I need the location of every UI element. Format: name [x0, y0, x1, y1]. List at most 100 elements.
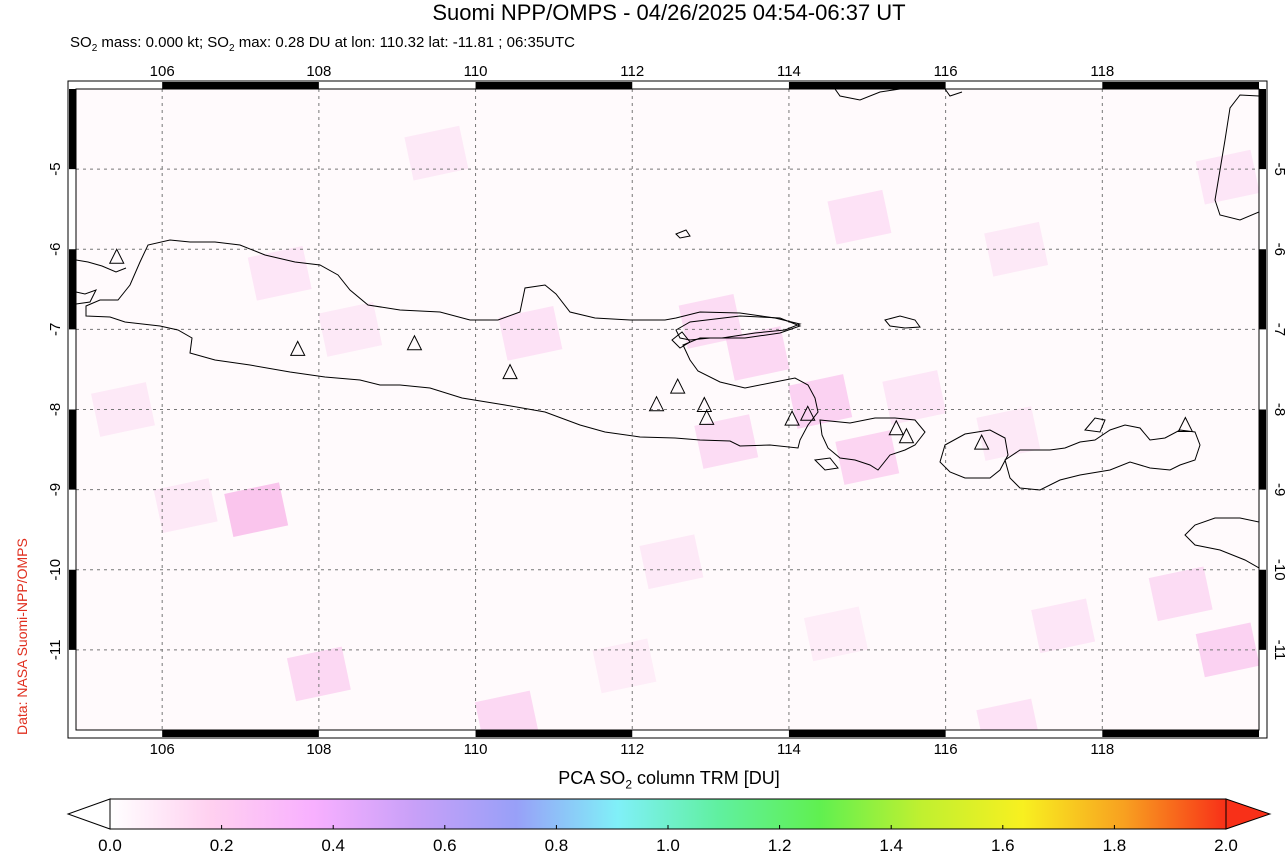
so2-pixel	[882, 370, 947, 425]
so2-pixel	[1195, 149, 1259, 205]
so2-pixel	[827, 189, 892, 245]
so2-pixel	[976, 698, 1041, 730]
lon-tick-label-top: 110	[464, 63, 488, 80]
border-segment-right	[1259, 249, 1266, 330]
colorbar-tick-label: 0.4	[321, 836, 345, 855]
so2-pixel-layer	[91, 125, 1259, 730]
volcano-markers	[108, 248, 1194, 450]
lombok-coast	[939, 429, 1009, 479]
colorbar-underflow-arrow	[66, 798, 111, 830]
sumba-coast	[1184, 517, 1259, 569]
so2-pixel	[224, 482, 289, 537]
madura-coast	[675, 315, 802, 341]
so2-pixel	[639, 534, 704, 590]
lon-tick-label-top: 112	[620, 63, 644, 80]
so2-pixel	[835, 430, 900, 485]
subtitle-part-3: mass: 0.000 kt; SO	[97, 34, 229, 51]
border-segment-left	[69, 249, 76, 330]
so2-pixel	[1195, 622, 1259, 678]
volcano-marker	[696, 396, 713, 412]
colorbar-tick-label: 1.4	[879, 836, 903, 855]
border-segment-left	[69, 569, 76, 650]
border-segment-top	[788, 82, 946, 89]
lon-tick-label-bottom: 112	[620, 741, 644, 758]
border-segment-right	[1259, 409, 1266, 490]
so2-pixel	[976, 406, 1041, 461]
volcano-marker	[698, 409, 715, 425]
borneo-south-tip	[944, 89, 963, 97]
colorbar-tick-label: 1.0	[656, 836, 680, 855]
sumatra-coast	[76, 289, 98, 305]
border-segment-left	[69, 89, 76, 170]
colorbar-tick-label: 1.6	[991, 836, 1015, 855]
colorbar-tick-label: 1.8	[1103, 836, 1127, 855]
volcano-marker	[406, 334, 423, 351]
lon-tick-label-top: 118	[1090, 63, 1114, 80]
colorbar-tick-label: 0.0	[98, 836, 122, 855]
sulawesi-coast	[1214, 94, 1259, 221]
volcano-marker	[888, 419, 905, 436]
lat-tick-label-left: -8	[47, 403, 64, 416]
lat-tick-label-right: -11	[1271, 640, 1288, 661]
border-segment-top	[1102, 82, 1259, 89]
colorbar-tick-label: 0.8	[545, 836, 569, 855]
so2-pixel	[1148, 566, 1213, 622]
bawean-island	[675, 229, 691, 239]
lat-tick-label-right: -8	[1271, 403, 1288, 416]
colorbar-title-sub: 2	[625, 777, 632, 792]
axis-labels: 106 106 108 108 110 110 112 112 114 114 116 116 118 1…	[47, 63, 1288, 758]
moyo-island	[1084, 417, 1106, 433]
volcano-marker	[502, 363, 518, 380]
subtitle-part-4: 2	[228, 43, 235, 54]
volcano-marker	[648, 395, 665, 412]
colorbar: 0.0 0.2 0.4 0.6 0.8 1.0 1.2 1.4 1.6 1.8 2.0	[66, 798, 1272, 855]
bali-coast	[819, 417, 926, 471]
colorbar-gradient	[109, 798, 1227, 830]
lat-tick-label-left: -11	[47, 640, 64, 661]
so2-pixel	[153, 478, 218, 533]
lat-tick-label-left: -10	[47, 559, 64, 581]
lon-tick-label-bottom: 114	[777, 741, 801, 758]
border-segment-left	[69, 409, 76, 490]
lon-tick-label-bottom: 118	[1090, 741, 1114, 758]
volcano-marker	[973, 434, 990, 450]
so2-pixel	[286, 646, 351, 702]
volcano-marker	[898, 427, 915, 444]
borneo-coast	[834, 89, 901, 101]
lon-tick-label-top: 116	[934, 63, 958, 80]
border-segment-right	[1259, 569, 1266, 650]
colorbar-title-suffix: column TRM [DU]	[632, 768, 780, 788]
volcano-marker	[799, 405, 816, 421]
map-outer-border	[67, 80, 1268, 739]
lon-tick-label-top: 108	[306, 63, 331, 80]
colorbar-tick-label: 1.2	[768, 836, 792, 855]
lat-tick-label-left: -9	[47, 483, 64, 496]
lat-tick-label-right: -5	[1271, 162, 1288, 175]
so2-pixel	[803, 606, 868, 662]
volcano-marker	[669, 377, 686, 394]
sumbawa-coast	[1004, 424, 1201, 491]
lat-tick-label-left: -7	[47, 323, 64, 336]
madura-strait-islet	[671, 331, 691, 349]
border-segment-bottom	[1102, 730, 1259, 737]
colorbar-tick-label: 0.2	[210, 836, 234, 855]
sumatra-tip	[76, 259, 127, 273]
border-segment-top	[162, 82, 319, 89]
border-segment-top	[475, 82, 633, 89]
so2-pixel	[694, 414, 759, 469]
lat-tick-label-right: -10	[1271, 559, 1288, 581]
so2-pixel	[247, 245, 312, 301]
subtitle-part-2: 2	[91, 43, 98, 54]
border-segment-bottom	[162, 730, 319, 737]
colorbar-tick-label: 2.0	[1214, 836, 1238, 855]
lon-tick-label-bottom: 106	[150, 741, 175, 758]
so2-pixel	[404, 125, 469, 181]
so2-pixel	[1031, 598, 1096, 654]
colorbar-title-prefix: PCA SO	[558, 768, 626, 788]
volcano-marker	[289, 340, 306, 356]
lon-tick-label-bottom: 116	[934, 741, 958, 758]
colorbar-tick-label: 0.6	[433, 836, 457, 855]
volcano-marker	[1177, 416, 1194, 433]
lat-tick-label-right: -9	[1271, 483, 1288, 496]
